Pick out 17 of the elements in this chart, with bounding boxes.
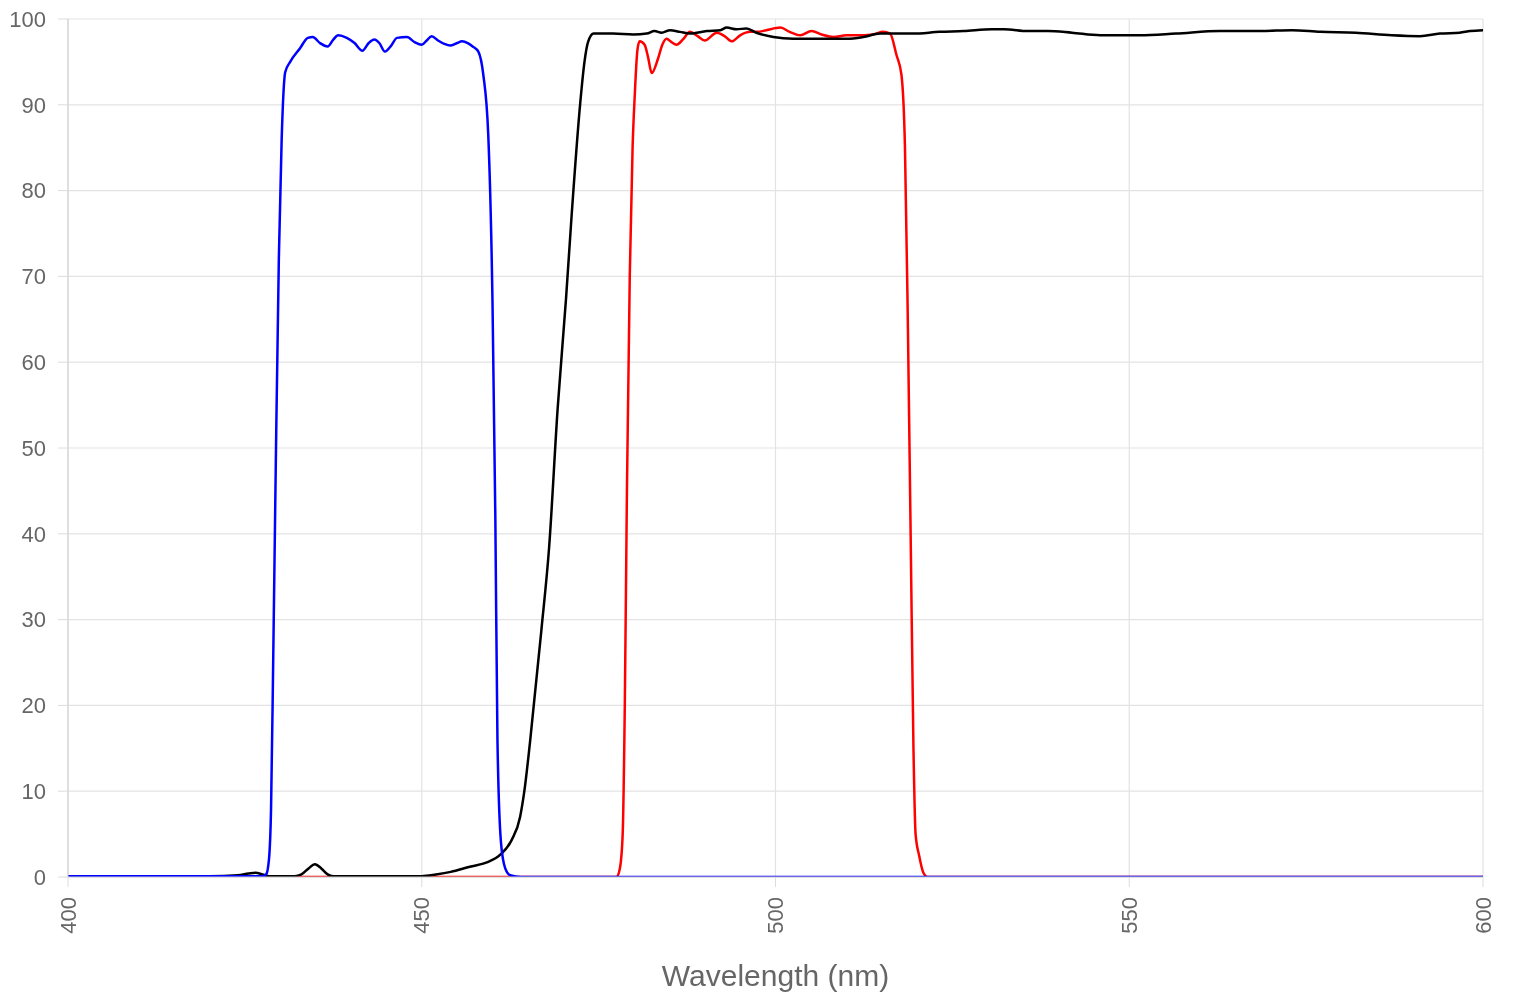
x-tick-label: 550 [1116, 897, 1142, 934]
x-tick-label: 400 [55, 897, 81, 934]
y-tick-label: 60 [21, 350, 46, 376]
y-tick-label: 50 [21, 435, 46, 461]
y-tick-label: 0 [33, 864, 46, 890]
y-tick-label: 30 [21, 607, 46, 633]
x-tick-label: 450 [409, 897, 435, 934]
y-tick-label: 70 [21, 264, 46, 290]
y-tick-label: 40 [21, 521, 46, 547]
x-axis-title: Wavelength (nm) [661, 959, 890, 992]
y-tick-label: 80 [21, 178, 46, 204]
y-tick-label: 20 [21, 693, 46, 719]
y-tick-label: 10 [21, 779, 46, 805]
x-tick-label: 600 [1470, 897, 1496, 934]
y-tick-label: 100 [9, 6, 46, 32]
y-tick-label: 90 [21, 92, 46, 118]
x-tick-label: 500 [763, 897, 789, 934]
